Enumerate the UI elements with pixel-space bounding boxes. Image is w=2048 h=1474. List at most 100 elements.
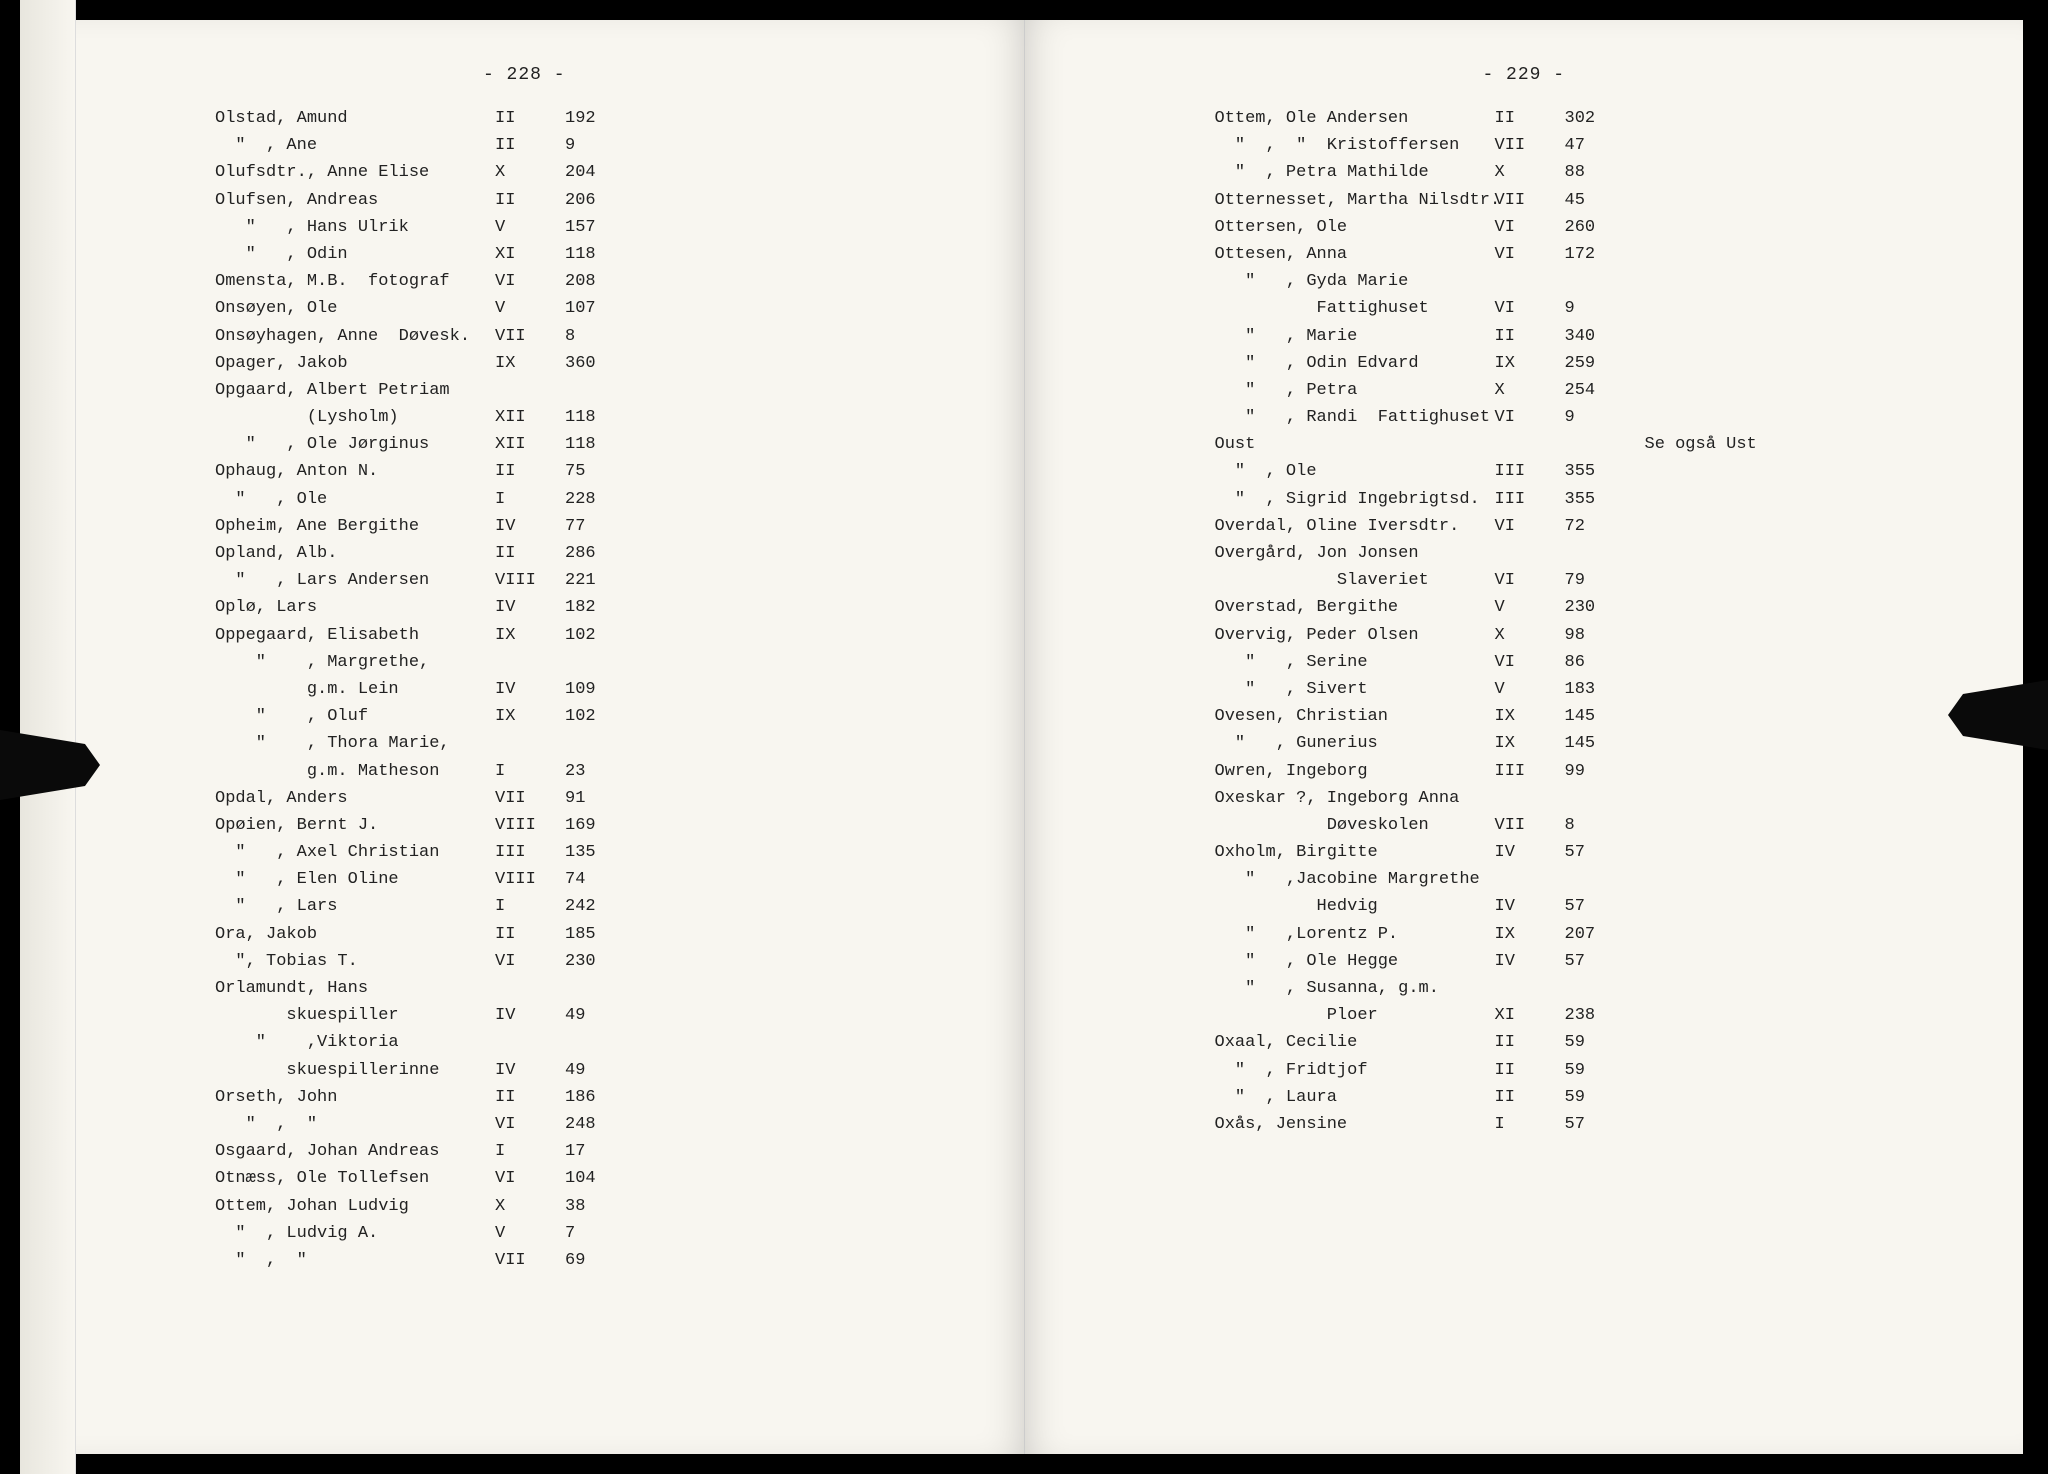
entry-name: Opgaard, Albert Petriam [215,377,495,404]
index-entry: Overstad, BergitheV230 [1215,594,1964,621]
entry-volume: IV [1495,839,1565,866]
entry-name: Owren, Ingeborg [1215,758,1495,785]
index-entry: " , LarsI242 [215,893,964,920]
entry-page: 302 [1565,105,1625,132]
entry-volume: XI [495,241,565,268]
entry-volume: VIII [495,866,565,893]
index-entry: " , MarieII340 [1215,323,1964,350]
entry-volume: II [1495,323,1565,350]
index-entry: " , Elen OlineVIII74 [215,866,964,893]
entry-name: " , Lars [215,893,495,920]
entry-page: 104 [565,1165,625,1192]
entry-name: Ora, Jakob [215,921,495,948]
index-entry: " , OleI228 [215,486,964,513]
index-entry: " , OdinXI118 [215,241,964,268]
entry-name: Oplø, Lars [215,594,495,621]
index-entry: " ,Lorentz P.IX207 [1215,921,1964,948]
index-entry: " , "VII69 [215,1247,964,1274]
entry-name: Ottersen, Ole [1215,214,1495,241]
entry-volume: II [495,132,565,159]
entry-volume: VI [1495,295,1565,322]
entry-volume: VII [1495,812,1565,839]
entry-volume: VI [495,948,565,975]
entry-page: 7 [565,1220,625,1247]
index-entry: Olstad, AmundII192 [215,105,964,132]
index-entry: Olufsen, AndreasII206 [215,187,964,214]
index-entry: Overvig, Peder OlsenX98 [1215,622,1964,649]
entry-page [565,975,625,1002]
entry-volume: IV [495,513,565,540]
index-entry: " ,Jacobine Margrethe [1215,866,1964,893]
entry-page: 23 [565,758,625,785]
entry-volume [495,975,565,1002]
entry-name: " , Lars Andersen [215,567,495,594]
entry-volume: II [1495,1029,1565,1056]
index-entry: " , AneII9 [215,132,964,159]
entry-volume [1495,866,1565,893]
entry-name: Slaveriet [1215,567,1495,594]
entry-page: 135 [565,839,625,866]
entry-volume: X [1495,377,1565,404]
left-page: - 228 - Olstad, AmundII192 " , AneII9Olu… [25,20,1025,1454]
entry-volume: I [1495,1111,1565,1138]
entry-volume: VIII [495,567,565,594]
entry-name: " , Marie [1215,323,1495,350]
entry-volume: III [1495,486,1565,513]
entry-name: Ottesen, Anna [1215,241,1495,268]
entry-name: (Lysholm) [215,404,495,431]
index-entry: Ottem, Johan LudvigX38 [215,1193,964,1220]
entry-page [1565,431,1625,458]
entry-volume: II [1495,105,1565,132]
entry-page: 72 [1565,513,1625,540]
entry-page: 186 [565,1084,625,1111]
index-entry: Opager, JakobIX360 [215,350,964,377]
index-entry: FattighusetVI9 [1215,295,1964,322]
entry-volume: IX [495,622,565,649]
entry-name: Oxås, Jensine [1215,1111,1495,1138]
entry-name: Otternesset, Martha Nilsdtr. [1215,187,1495,214]
entry-page: 355 [1565,458,1625,485]
entry-page: 57 [1565,839,1625,866]
entry-page: 254 [1565,377,1625,404]
entry-page: 286 [565,540,625,567]
entry-name: " , " Kristoffersen [1215,132,1495,159]
book-spread: - 228 - Olstad, AmundII192 " , AneII9Olu… [0,0,2048,1474]
entry-volume: IX [1495,730,1565,757]
index-entry: " , Ole JørginusXII118 [215,431,964,458]
index-entry: " , "VI248 [215,1111,964,1138]
entry-name: Oxaal, Cecilie [1215,1029,1495,1056]
entry-volume: V [495,295,565,322]
entry-volume [495,377,565,404]
entry-name: Otnæss, Ole Tollefsen [215,1165,495,1192]
entry-volume: VII [1495,187,1565,214]
entry-page: 99 [1565,758,1625,785]
entry-page [565,377,625,404]
entry-page: 57 [1565,1111,1625,1138]
index-entry: " , Randi FattighusetVI9 [1215,404,1964,431]
entry-page: 74 [565,866,625,893]
entry-volume: VII [495,1247,565,1274]
entry-page: 248 [565,1111,625,1138]
index-entry: Orseth, JohnII186 [215,1084,964,1111]
entry-volume: VII [495,785,565,812]
entry-name: Overvig, Peder Olsen [1215,622,1495,649]
entry-page: 238 [1565,1002,1625,1029]
entry-page: 75 [565,458,625,485]
entry-page: 9 [1565,404,1625,431]
index-entry: " , Odin EdvardIX259 [1215,350,1964,377]
entry-name: Døveskolen [1215,812,1495,839]
index-entry: " , Lars AndersenVIII221 [215,567,964,594]
entry-volume: XII [495,404,565,431]
index-entry: (Lysholm)XII118 [215,404,964,431]
index-entry: " , LauraII59 [1215,1084,1964,1111]
entry-page: 145 [1565,703,1625,730]
entry-name: Onsøyhagen, Anne Døvesk. [215,323,495,350]
entry-name: " , Ole [215,486,495,513]
entry-page: 79 [1565,567,1625,594]
entry-name: " , Ole Jørginus [215,431,495,458]
index-entry: Opgaard, Albert Petriam [215,377,964,404]
entry-name: Opager, Jakob [215,350,495,377]
entry-volume: VI [1495,513,1565,540]
entry-volume: VIII [495,812,565,839]
entry-name: skuespiller [215,1002,495,1029]
